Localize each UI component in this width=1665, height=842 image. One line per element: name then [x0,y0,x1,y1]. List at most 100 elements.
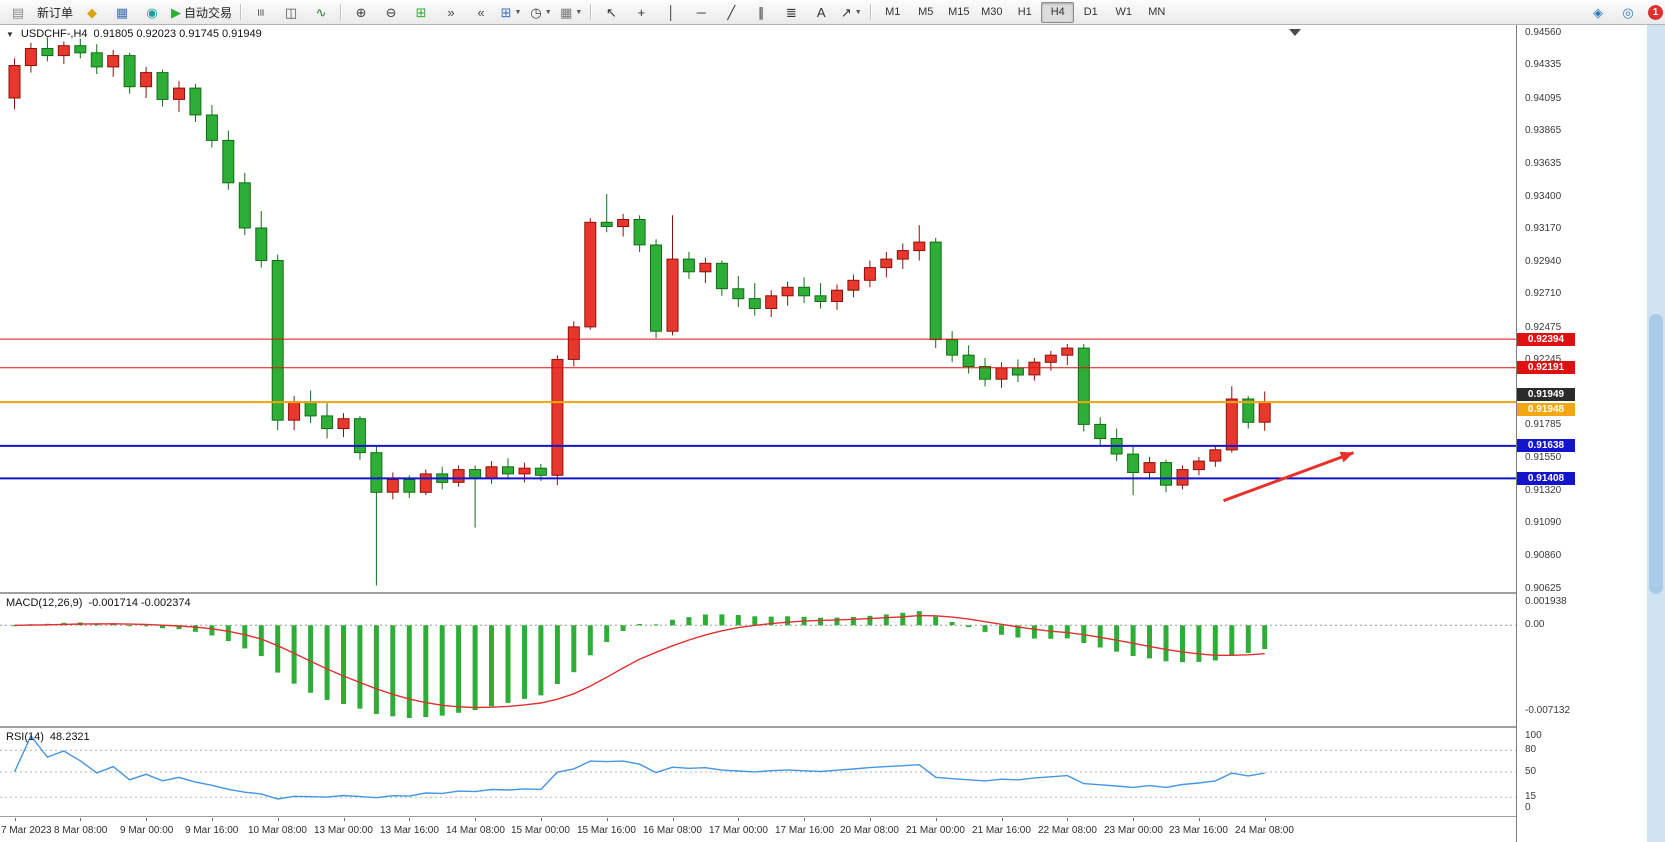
time-axis-label: 17 Mar 16:00 [775,825,834,836]
time-tick [1199,817,1200,821]
zoom-out-icon[interactable]: ⊖ [376,1,406,23]
new-order-button[interactable]: 新订单 [33,1,77,23]
candle [1192,460,1205,471]
arrows-icon[interactable]: ↗ ▼ [836,1,866,23]
channel-icon[interactable]: ∥ [746,1,776,23]
navigator-icon[interactable]: ◉ [137,1,167,23]
timeframe-button-m15[interactable]: M15 [948,6,970,18]
time-axis-border [0,816,1647,818]
candle [995,367,1008,380]
candle [682,258,695,273]
vertical-line-icon[interactable]: │ [656,1,686,23]
rsi-panel[interactable] [0,728,1516,816]
one-click-trading-toggle[interactable]: ▼ [6,29,14,39]
macd-histogram-bar [1015,625,1021,638]
macd-histogram-bar [1180,625,1185,663]
candle [156,72,169,100]
price-chart[interactable] [0,24,1516,592]
macd-histogram-bar [1196,625,1202,662]
candle [57,45,70,57]
candle [337,418,350,430]
candle [205,114,218,141]
alerts-icon[interactable]: ◎ [1613,1,1643,23]
time-axis-label: 23 Mar 16:00 [1169,825,1228,836]
candle [74,45,87,54]
text-icon[interactable]: A [806,1,836,23]
toolbar-separator [240,4,243,20]
symbols-icon[interactable]: ◆ [77,1,107,23]
timeframe-button-m5[interactable]: M5 [918,6,934,18]
time-axis[interactable]: 7 Mar 2023 8 Mar 08:00 9 Mar 00:00 9 Mar 16… [0,817,1516,842]
trend-arrow-object[interactable] [1223,451,1355,503]
crosshair-icon[interactable]: + [626,1,656,23]
macd-histogram-bar [883,614,889,626]
time-tick [1265,817,1266,821]
templates-dropdown[interactable]: ▦ ▼ [556,1,586,23]
arrows-icon-glyph: ↗ [840,4,852,20]
timeframe-button-m1[interactable]: M1 [885,6,901,18]
price-label-badge: 0.92394 [1517,333,1575,346]
community-icon[interactable]: ◈ [1583,1,1613,23]
macd-histogram-bar [258,625,264,657]
zoom-in-icon[interactable]: ⊕ [346,1,376,23]
candle [107,55,120,68]
macd-histogram-bar [308,625,314,693]
price-axis-label: 0.91550 [1525,452,1562,463]
autotrading-glyph: ▶ [171,4,182,20]
timeframe-button-d1[interactable]: D1 [1083,6,1098,18]
price-label-badge: 0.91948 [1517,403,1575,416]
autotrading-button[interactable]: ▶ 自动交易 [167,1,236,23]
panel-splitter[interactable] [0,592,1647,595]
macd-histogram-bar [933,616,939,626]
zoom-in-icon-glyph: ⊕ [355,4,367,20]
terminal-icon[interactable]: ▤ [3,1,33,23]
bar-chart-icon[interactable]: ≡ [246,1,276,23]
time-tick [15,817,16,821]
fibonacci-icon[interactable]: ≣ [776,1,806,23]
tile-windows-icon[interactable]: ⊞ [406,1,436,23]
candle [600,221,613,228]
macd-histogram-bar [571,625,577,673]
chart-shift-icon-glyph: « [477,4,485,20]
symbol-ohlc-header: ▼ USDCHF-,H4 0.91805 0.92023 0.91745 0.9… [6,28,262,40]
data-window-icon-glyph: ▦ [115,4,129,20]
notification-badge[interactable]: 1 [1648,4,1663,20]
new-chart-dropdown[interactable]: ⊞ ▼ [496,1,526,23]
line-chart-icon[interactable]: ∿ [306,1,336,23]
profiles-glyph: ◷ [530,4,542,20]
candlestick-chart-icon[interactable]: ◫ [276,1,306,23]
horizontal-line-icon[interactable]: ─ [686,1,716,23]
price-axis-label: 0.94335 [1525,59,1562,70]
timeframe-button-w1[interactable]: W1 [1115,6,1133,18]
rsi-axis-label: 15 [1525,791,1537,802]
auto-scroll-icon[interactable]: » [436,1,466,23]
scrollbar[interactable] [1647,24,1665,842]
timeframe-button-h1[interactable]: H1 [1017,6,1032,18]
chart-shift-icon[interactable]: « [466,1,496,23]
macd-histogram-bar [916,611,922,626]
macd-histogram-bar [538,625,544,696]
candle [1160,462,1172,486]
macd-histogram-bar [357,625,363,709]
profiles-dropdown[interactable]: ◷ ▼ [526,1,556,23]
timeframe-button-m30[interactable]: M30 [981,6,1003,18]
price-axis-label: 0.93865 [1525,125,1562,136]
timeframe-button-mn[interactable]: MN [1148,6,1166,18]
cursor-icon[interactable]: ↖ [596,1,626,23]
symbols-icon-glyph: ◆ [87,4,98,20]
time-tick [673,817,674,821]
trendline-icon[interactable]: ╱ [716,1,746,23]
data-window-icon[interactable]: ▦ [107,1,137,23]
rsi-header: RSI(14) 48.2321 [6,731,90,743]
time-axis-label: 22 Mar 08:00 [1038,825,1097,836]
candle [485,466,498,479]
macd-axis-label: 0.001938 [1525,596,1567,607]
price-axis[interactable]: 0.94560 0.94335 0.94095 0.93865 0.93635 0.934… [1516,24,1648,842]
panel-splitter[interactable] [0,726,1647,729]
macd-histogram-bar [982,625,988,632]
timeframe-button-h4[interactable]: H4 [1041,1,1075,23]
chart-shift-marker[interactable] [1289,29,1301,36]
scrollbar-thumb[interactable] [1649,314,1663,594]
macd-histogram-bar [522,625,527,699]
macd-panel[interactable] [0,594,1516,726]
